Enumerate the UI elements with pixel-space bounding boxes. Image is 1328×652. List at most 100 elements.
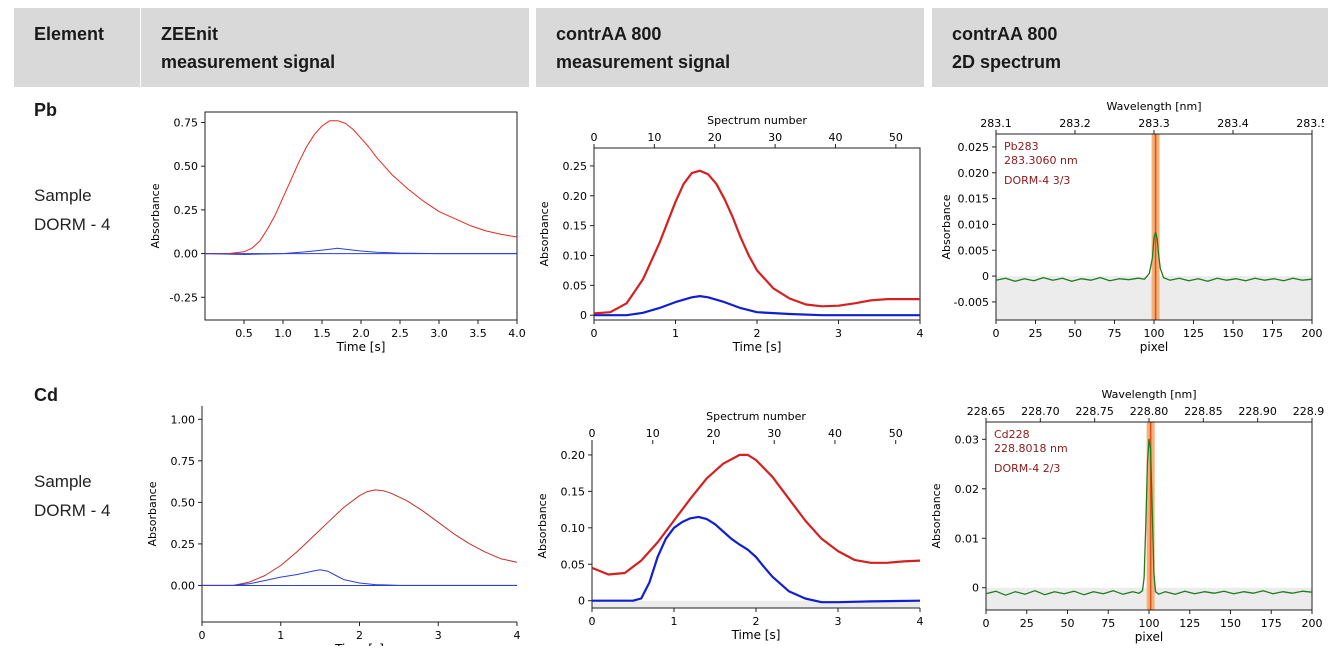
series-line-0	[591, 453, 921, 576]
y-tick-label: 0.15	[563, 220, 588, 233]
x2-tick-label: 50	[889, 427, 903, 440]
x2-tick-label: 20	[708, 131, 722, 144]
x-tick-label: 125	[1183, 327, 1204, 340]
y-axis-label: Absorbance	[538, 201, 551, 266]
y-tick-label: -0.005	[954, 296, 989, 309]
x-tick-label: 2	[753, 615, 760, 628]
x2-tick-label: 10	[646, 427, 660, 440]
y-tick-label: 0.10	[561, 522, 586, 535]
y-tick-label: 0.05	[561, 558, 586, 571]
x-tick-label: 175	[1262, 327, 1283, 340]
x-tick-label: 1	[277, 629, 284, 642]
sample-label-cd-line1: Sample	[34, 472, 92, 491]
y-tick-label: 0.10	[563, 250, 588, 263]
y-tick-label: 0.00	[174, 248, 199, 261]
x-axis-label: Time [s]	[336, 340, 386, 354]
x2-tick-label: 283.1	[980, 117, 1012, 130]
y-tick-label: 0.25	[171, 538, 196, 551]
x-tick-label: 100	[1139, 617, 1160, 630]
chart-pb-zeenit: 0.75 0.50 0.25 0.00 -0.25 0.5 1.0 1.5 2.0 2.5 3.0 3…	[149, 111, 526, 354]
x-tick-label: 3.5	[469, 327, 487, 340]
y-tick-label: 0.03	[955, 433, 980, 446]
series-line-0	[995, 231, 1313, 282]
x-tick-label: 1	[671, 615, 678, 628]
x-tick-label: 50	[1068, 327, 1082, 340]
series-line-0	[205, 120, 518, 255]
spectrum-annotation: 228.8018 nm	[994, 442, 1068, 455]
x-tick-label: 2	[356, 629, 363, 642]
sample-label-pb-line1: Sample	[34, 186, 92, 205]
y-tick-label: 1.00	[171, 413, 196, 426]
header-zeenit: ZEEnit measurement signal	[141, 8, 529, 87]
x-axis-label: Time [s]	[731, 628, 781, 642]
x2-tick-label: 228.75	[1075, 405, 1114, 418]
x2-tick-label: 30	[767, 427, 781, 440]
y-axis-label: Absorbance	[932, 483, 943, 548]
spectrum-annotation: Cd228	[994, 428, 1030, 441]
x-tick-label: 0	[993, 327, 1000, 340]
x-tick-label: 0	[199, 629, 206, 642]
plot-frame	[593, 147, 921, 321]
x-tick-label: 2	[754, 327, 761, 340]
x-tick-label: 3	[835, 327, 842, 340]
x2-tick-label: 228.90	[1238, 405, 1277, 418]
header-contraa-signal-line2: measurement signal	[556, 52, 731, 72]
y-tick-label: 0.02	[955, 483, 980, 496]
y-tick-label: 0.05	[563, 279, 588, 292]
y-axis-label: Absorbance	[940, 194, 953, 259]
x-tick-label: 4.0	[508, 327, 526, 340]
x-tick-label: 75	[1101, 617, 1115, 630]
x2-tick-label: 20	[706, 427, 720, 440]
x-tick-label: 3	[435, 629, 442, 642]
y-tick-label: 0.50	[174, 160, 199, 173]
y-axis-label: Absorbance	[146, 481, 159, 546]
header-contraa-spectrum-line1: contrAA 800	[952, 24, 1058, 44]
x-tick-label: 50	[1061, 617, 1075, 630]
header-element-label: Element	[34, 24, 105, 44]
series-line-1	[592, 515, 921, 604]
y-tick-label: 0.020	[958, 167, 990, 180]
x-tick-label: 150	[1223, 327, 1244, 340]
x-tick-label: 3	[835, 615, 842, 628]
below-zero-shade	[592, 600, 920, 608]
y-tick-label: 0.15	[561, 485, 586, 498]
y-tick-label: 0.25	[174, 204, 199, 217]
y-tick-label: 0	[972, 582, 979, 595]
y-tick-label: 0	[580, 309, 587, 322]
header-contraa-spectrum-line2: 2D spectrum	[952, 52, 1062, 72]
y-tick-label: 0.010	[958, 218, 990, 231]
header-zeenit-line2: measurement signal	[161, 52, 336, 72]
y-tick-label: 0.25	[563, 160, 588, 173]
x-tick-label: 4	[514, 629, 521, 642]
series-line-0	[593, 169, 920, 315]
x-tick-label: 25	[1020, 617, 1034, 630]
x-axis-label: Time [s]	[732, 340, 782, 354]
y-tick-label: 0.005	[958, 244, 990, 257]
header-zeenit-line1: ZEEnit	[161, 24, 218, 44]
x-tick-label: 75	[1108, 327, 1122, 340]
x2-tick-label: 283.2	[1059, 117, 1091, 130]
x-tick-label: 0	[589, 615, 596, 628]
y-tick-label: 0.015	[958, 193, 990, 206]
x-tick-label: 1.0	[274, 327, 292, 340]
x2-tick-label: 50	[889, 131, 903, 144]
y-tick-label: 0.50	[171, 496, 196, 509]
element-pb: Pb	[34, 100, 58, 120]
x2-tick-label: 0	[591, 131, 598, 144]
x-tick-label: 4	[917, 615, 924, 628]
x2-axis-label: Spectrum number	[707, 114, 807, 127]
x2-axis-label: Spectrum number	[706, 410, 806, 423]
x-tick-label: 1	[672, 327, 679, 340]
x-tick-label: 100	[1144, 327, 1165, 340]
y-tick-label: 0.025	[958, 141, 990, 154]
x2-tick-label: 40	[828, 131, 842, 144]
y-tick-label: 0.20	[561, 449, 586, 462]
x2-tick-label: 228.65	[967, 405, 1006, 418]
header-contraa-signal: contrAA 800 measurement signal	[536, 8, 924, 87]
x2-axis-label: Wavelength [nm]	[1106, 100, 1201, 113]
x-axis-label: pixel	[1135, 630, 1163, 644]
x-axis-label: pixel	[1140, 340, 1168, 354]
y-tick-label: 0.75	[174, 116, 199, 129]
y-tick-label: 0.01	[955, 532, 980, 545]
